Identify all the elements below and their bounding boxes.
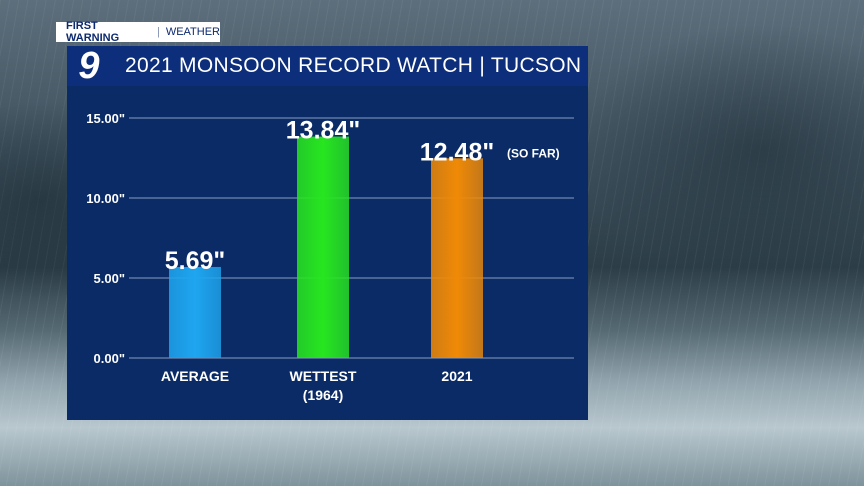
annotation-so-far: (SO FAR) [507,146,560,160]
category-label: AVERAGE [161,368,229,384]
bar-2 [431,158,483,358]
chart-header: 9 2021 MONSOON RECORD WATCH | TUCSON [67,44,588,87]
value-label: 13.84" [286,117,360,145]
bar-0 [169,266,221,358]
bar-1 [297,136,349,358]
bars [169,136,483,358]
badge-secondary: WEATHER [165,26,220,38]
y-tick-label: 0.00" [94,351,125,366]
badge-primary: FIRST WARNING [66,20,120,44]
category-label: WETTEST [290,368,357,384]
chart-title: 2021 MONSOON RECORD WATCH | TUCSON [125,54,582,77]
value-labels: 5.69" 13.84" 12.48" (SO FAR) [165,117,560,275]
bar-chart: 0.00" 5.00" 10.00" 15.00" 5.69" 13.84" 12.48"… [86,111,574,403]
category-label: 2021 [441,368,472,384]
y-axis-ticks: 0.00" 5.00" 10.00" 15.00" [86,111,125,366]
first-warning-badge: FIRST WARNING | WEATHER [56,20,220,44]
channel-9-logo: 9 [78,44,100,87]
y-tick-label: 5.00" [94,271,125,286]
badge-separator: | [156,26,160,38]
category-label: (1964) [303,387,343,403]
category-labels: AVERAGE WETTEST (1964) 2021 [161,368,473,403]
value-label: 12.48" [420,138,494,166]
y-tick-label: 10.00" [86,191,125,206]
y-tick-label: 15.00" [86,111,125,126]
value-label: 5.69" [165,247,226,275]
